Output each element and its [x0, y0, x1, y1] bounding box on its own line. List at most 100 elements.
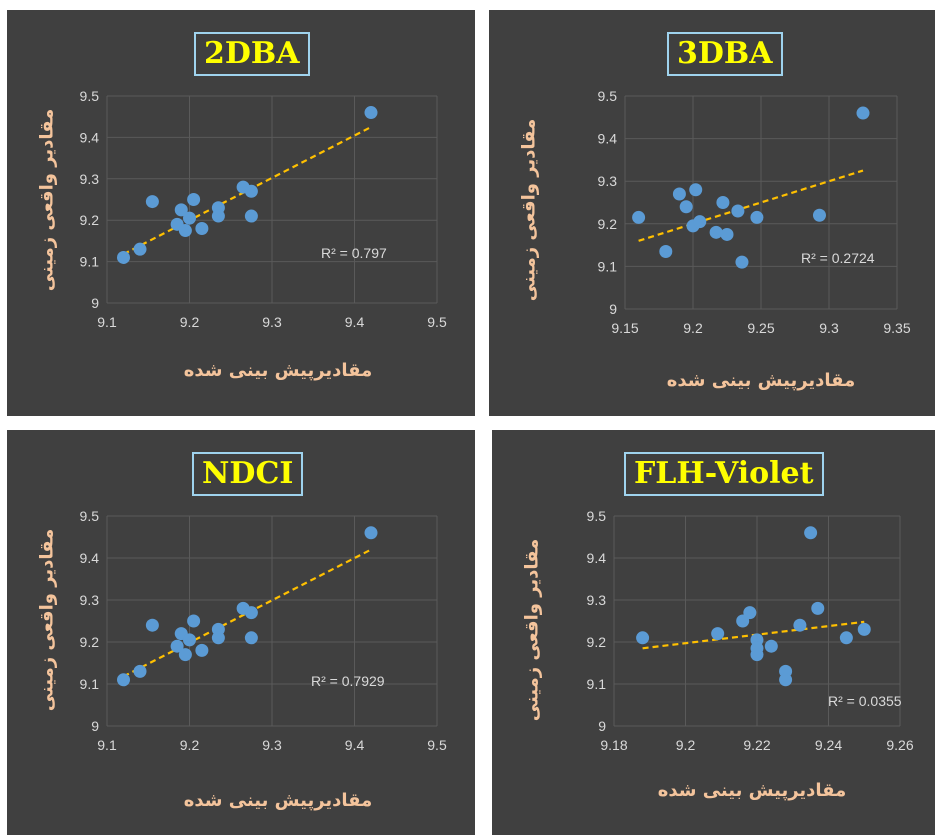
- data-point: [750, 648, 764, 662]
- x-tick-label: 9.3: [262, 314, 282, 330]
- trendline: [122, 126, 372, 256]
- y-axis-label: مقادیر واقعی زمینی: [521, 538, 543, 722]
- chart-title: 2DBA: [194, 32, 310, 76]
- chart-panel-flh-violet: 9 9.1 9.2 9.3 9.4 9.5 9.18 9.2 9.22 9.24 9.26 R² = …: [492, 430, 935, 835]
- x-tick-label: 9.35: [883, 320, 910, 336]
- data-point: [145, 618, 159, 632]
- data-point: [211, 631, 225, 645]
- y-axis-label: مقادیر واقعی زمینی: [518, 118, 540, 302]
- data-point: [187, 193, 201, 206]
- x-tick-label: 9.2: [676, 737, 696, 753]
- chart-title: NDCI: [192, 452, 304, 496]
- chart-panel-ndci: 9 9.1 9.2 9.3 9.4 9.5 9.1 9.2 9.3 9.4 9.5 R² = 0.79…: [7, 430, 475, 835]
- chart-plot-ndci: 9 9.1 9.2 9.3 9.4 9.5 9.1 9.2 9.3 9.4 9.5 R² = 0.79…: [80, 508, 447, 753]
- data-point: [178, 648, 192, 662]
- x-axis-label: مقادیرپیش بینی شده: [183, 790, 373, 811]
- data-point: [716, 196, 730, 209]
- data-point: [183, 211, 196, 225]
- data-point: [364, 526, 378, 540]
- chart-plot-flh-violet: 9 9.1 9.2 9.3 9.4 9.5 9.18 9.2 9.22 9.24 9.26 R² = …: [587, 508, 914, 753]
- y-tick-label: 9.3: [598, 173, 618, 189]
- chart-panel-2dba: 9 9.1 9.2 9.3 9.4 9.5 9.1 9.2 9.3 9.4 9.5 R² = 0.79…: [7, 10, 475, 416]
- data-point: [364, 106, 378, 120]
- y-tick-label: 9.4: [598, 131, 618, 147]
- x-tick-label: 9.26: [886, 737, 913, 753]
- x-tick-label: 9.3: [262, 737, 282, 753]
- x-tick-label: 9.5: [427, 314, 447, 330]
- data-point: [211, 209, 225, 223]
- x-tick-label: 9.25: [747, 320, 774, 336]
- x-tick-label: 9.4: [345, 314, 365, 330]
- x-tick-label: 9.5: [427, 737, 447, 753]
- data-point: [804, 526, 818, 540]
- data-point: [195, 643, 209, 657]
- chart-title: FLH-Violet: [624, 452, 824, 496]
- y-tick-label: 9.2: [80, 634, 100, 650]
- y-tick-label: 9.5: [80, 508, 100, 524]
- x-tick-label: 9.2: [180, 314, 200, 330]
- trendline: [122, 548, 372, 678]
- x-tick-label: 9.18: [600, 737, 627, 753]
- data-point: [145, 195, 159, 209]
- x-tick-label: 9.15: [611, 320, 638, 336]
- x-tick-label: 9.3: [819, 320, 839, 336]
- data-point: [793, 618, 807, 632]
- data-point: [659, 244, 673, 258]
- data-point: [750, 210, 764, 224]
- data-point: [133, 664, 147, 678]
- data-point: [812, 208, 826, 222]
- x-axis-label: مقادیرپیش بینی شده: [657, 780, 847, 801]
- data-point: [244, 209, 258, 223]
- y-tick-label: 9.4: [587, 550, 607, 566]
- x-tick-label: 9.4: [345, 737, 365, 753]
- r-squared-label: R² = 0.797: [321, 245, 387, 261]
- y-tick-label: 9.5: [80, 88, 100, 104]
- data-point: [178, 224, 192, 238]
- data-point: [133, 242, 147, 256]
- data-point: [672, 187, 686, 201]
- chart-plot-2dba: 9 9.1 9.2 9.3 9.4 9.5 9.1 9.2 9.3 9.4 9.5 R² = 0.79…: [80, 88, 447, 330]
- x-tick-label: 9.24: [815, 737, 842, 753]
- data-point: [117, 250, 130, 264]
- data-point: [743, 606, 757, 620]
- data-point: [811, 601, 825, 615]
- x-axis-label: مقادیرپیش بینی شده: [183, 360, 373, 381]
- y-tick-label: 9.2: [80, 212, 100, 228]
- y-axis-label: مقادیر واقعی زمینی: [36, 108, 58, 292]
- x-tick-label: 9.22: [743, 737, 770, 753]
- y-tick-label: 9.5: [598, 88, 618, 104]
- chart-plot-3dba: 9 9.1 9.2 9.3 9.4 9.5 9.15 9.2 9.25 9.3 9.35 R² = 0…: [598, 88, 911, 336]
- data-point: [689, 183, 703, 197]
- y-tick-label: 9.3: [80, 592, 100, 608]
- y-tick-label: 9.4: [80, 129, 100, 145]
- data-point: [244, 184, 258, 198]
- y-tick-label: 9.5: [587, 508, 607, 524]
- data-point: [839, 631, 853, 645]
- data-point: [764, 639, 778, 653]
- y-tick-label: 9: [598, 718, 606, 734]
- chart-panel-3dba: 9 9.1 9.2 9.3 9.4 9.5 9.15 9.2 9.25 9.3 9.35 R² = 0…: [489, 10, 935, 416]
- r-squared-label: R² = 0.2724: [801, 250, 875, 266]
- y-tick-label: 9.1: [80, 676, 100, 692]
- data-point: [731, 204, 745, 218]
- data-point: [170, 639, 184, 653]
- data-point: [632, 210, 646, 224]
- data-point: [857, 622, 871, 636]
- data-point: [187, 614, 201, 628]
- x-tick-label: 9.1: [97, 737, 117, 753]
- y-tick-label: 9.4: [80, 550, 100, 566]
- y-tick-label: 9.3: [587, 592, 607, 608]
- r-squared-label: R² = 0.7929: [311, 673, 385, 689]
- data-point: [679, 200, 693, 214]
- chart-title: 3DBA: [667, 32, 783, 76]
- data-point: [693, 215, 707, 229]
- y-tick-label: 9.2: [587, 634, 607, 650]
- data-point: [195, 221, 209, 235]
- x-tick-label: 9.1: [97, 314, 117, 330]
- x-tick-label: 9.2: [180, 737, 200, 753]
- data-point: [735, 255, 749, 269]
- y-tick-label: 9.1: [598, 258, 618, 274]
- y-tick-label: 9.1: [80, 254, 100, 270]
- data-point: [244, 606, 258, 620]
- trendline: [638, 169, 864, 242]
